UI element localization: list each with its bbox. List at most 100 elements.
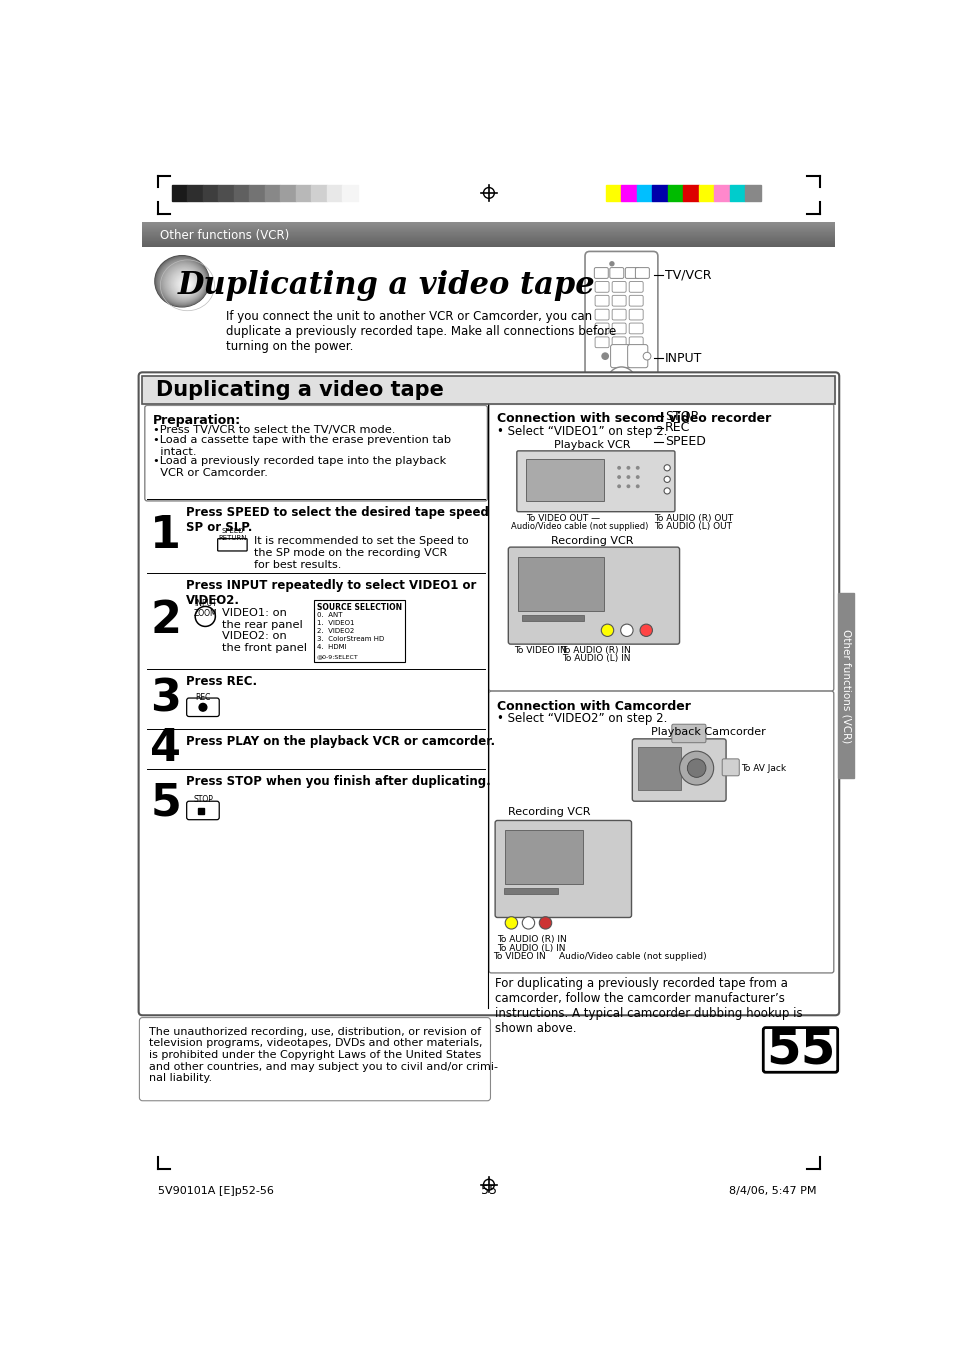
- Circle shape: [635, 466, 639, 470]
- Circle shape: [642, 353, 650, 359]
- FancyBboxPatch shape: [610, 345, 630, 367]
- Circle shape: [626, 466, 630, 470]
- Ellipse shape: [174, 273, 196, 295]
- Text: 5V90101A [E]p52-56: 5V90101A [E]p52-56: [158, 1186, 274, 1196]
- Bar: [503, 888, 558, 894]
- Ellipse shape: [171, 270, 198, 296]
- Circle shape: [620, 624, 633, 636]
- Text: REC: REC: [195, 693, 211, 701]
- FancyBboxPatch shape: [597, 411, 614, 422]
- Text: SPEED
RETURN: SPEED RETURN: [218, 528, 247, 540]
- FancyBboxPatch shape: [721, 759, 739, 775]
- Ellipse shape: [166, 266, 201, 300]
- FancyBboxPatch shape: [614, 424, 623, 431]
- Circle shape: [199, 704, 207, 711]
- Bar: [505, 831, 582, 885]
- FancyBboxPatch shape: [762, 1028, 837, 1073]
- Circle shape: [505, 917, 517, 929]
- Bar: [592, 436, 602, 440]
- Text: Other functions (VCR): Other functions (VCR): [841, 628, 850, 743]
- Text: 55: 55: [765, 1025, 834, 1074]
- Text: 2.  VIDEO2: 2. VIDEO2: [316, 628, 354, 634]
- Text: 0.  ANT: 0. ANT: [316, 612, 342, 617]
- Ellipse shape: [154, 255, 209, 307]
- Text: Playback VCR: Playback VCR: [553, 440, 630, 450]
- Circle shape: [608, 403, 614, 409]
- Bar: [682, 185, 699, 200]
- Ellipse shape: [172, 272, 198, 296]
- Bar: [838, 593, 853, 778]
- FancyBboxPatch shape: [629, 323, 642, 334]
- Ellipse shape: [175, 274, 195, 293]
- Circle shape: [635, 485, 639, 488]
- Bar: [604, 444, 612, 449]
- Bar: [295, 185, 311, 200]
- Text: To VIDEO IN: To VIDEO IN: [514, 646, 567, 655]
- FancyBboxPatch shape: [495, 820, 631, 917]
- FancyBboxPatch shape: [592, 424, 601, 431]
- Text: SPEED: SPEED: [664, 435, 705, 449]
- Bar: [203, 185, 218, 200]
- Text: Preparation:: Preparation:: [153, 413, 241, 427]
- Text: Press REC.: Press REC.: [186, 676, 256, 688]
- Text: To AUDIO (R) OUT: To AUDIO (R) OUT: [654, 513, 733, 523]
- Circle shape: [679, 751, 713, 785]
- FancyBboxPatch shape: [612, 323, 625, 334]
- Ellipse shape: [169, 269, 199, 297]
- Circle shape: [617, 476, 620, 480]
- Text: SOURCE SELECTION: SOURCE SELECTION: [316, 604, 401, 612]
- Text: •Load a previously recorded tape into the playback
  VCR or Camcorder.: •Load a previously recorded tape into th…: [153, 457, 446, 478]
- Text: Other functions (VCR): Other functions (VCR): [159, 228, 289, 242]
- Ellipse shape: [158, 259, 207, 304]
- Ellipse shape: [180, 278, 193, 290]
- Text: Press INPUT repeatedly to select VIDEO1 or
VIDEO2.: Press INPUT repeatedly to select VIDEO1 …: [186, 578, 476, 607]
- FancyBboxPatch shape: [629, 336, 642, 347]
- Circle shape: [663, 465, 670, 471]
- FancyBboxPatch shape: [508, 547, 679, 644]
- Ellipse shape: [173, 273, 196, 295]
- Bar: [593, 444, 600, 449]
- FancyBboxPatch shape: [488, 692, 833, 973]
- Bar: [142, 376, 835, 404]
- Circle shape: [639, 624, 652, 636]
- Text: Press STOP when you finish after duplicating.: Press STOP when you finish after duplica…: [186, 775, 490, 788]
- Bar: [729, 185, 744, 200]
- Ellipse shape: [182, 280, 191, 289]
- Bar: [342, 185, 357, 200]
- Ellipse shape: [181, 280, 192, 289]
- FancyBboxPatch shape: [584, 251, 658, 411]
- Bar: [249, 185, 265, 200]
- Circle shape: [594, 403, 599, 409]
- Ellipse shape: [160, 261, 205, 303]
- Text: •Press TV/VCR to select the TV/VCR mode.: •Press TV/VCR to select the TV/VCR mode.: [153, 424, 395, 435]
- Circle shape: [521, 917, 534, 929]
- Bar: [233, 185, 249, 200]
- Ellipse shape: [165, 265, 202, 300]
- Bar: [605, 185, 620, 200]
- FancyBboxPatch shape: [629, 296, 642, 307]
- Text: To VIDEO IN: To VIDEO IN: [493, 952, 546, 961]
- FancyBboxPatch shape: [145, 405, 487, 501]
- FancyBboxPatch shape: [488, 404, 833, 692]
- Circle shape: [617, 466, 620, 470]
- FancyBboxPatch shape: [624, 267, 639, 278]
- Ellipse shape: [172, 272, 197, 295]
- Circle shape: [600, 624, 613, 636]
- Bar: [280, 185, 295, 200]
- Text: 4: 4: [150, 727, 181, 770]
- Bar: [327, 185, 342, 200]
- Ellipse shape: [155, 257, 209, 307]
- Text: To AUDIO (L) IN: To AUDIO (L) IN: [561, 654, 630, 663]
- Ellipse shape: [170, 269, 199, 297]
- Bar: [699, 185, 714, 200]
- Text: REC: REC: [664, 422, 690, 434]
- Text: • Select “VIDEO2” on step 2.: • Select “VIDEO2” on step 2.: [497, 712, 667, 725]
- FancyBboxPatch shape: [612, 281, 625, 292]
- FancyBboxPatch shape: [517, 451, 674, 512]
- Text: VIDEO1: on
the rear panel
VIDEO2: on
the front panel: VIDEO1: on the rear panel VIDEO2: on the…: [222, 608, 307, 653]
- Bar: [187, 185, 203, 200]
- Bar: [314, 600, 405, 662]
- Circle shape: [614, 413, 620, 419]
- Bar: [172, 185, 187, 200]
- Text: Playback Camcorder: Playback Camcorder: [650, 727, 765, 738]
